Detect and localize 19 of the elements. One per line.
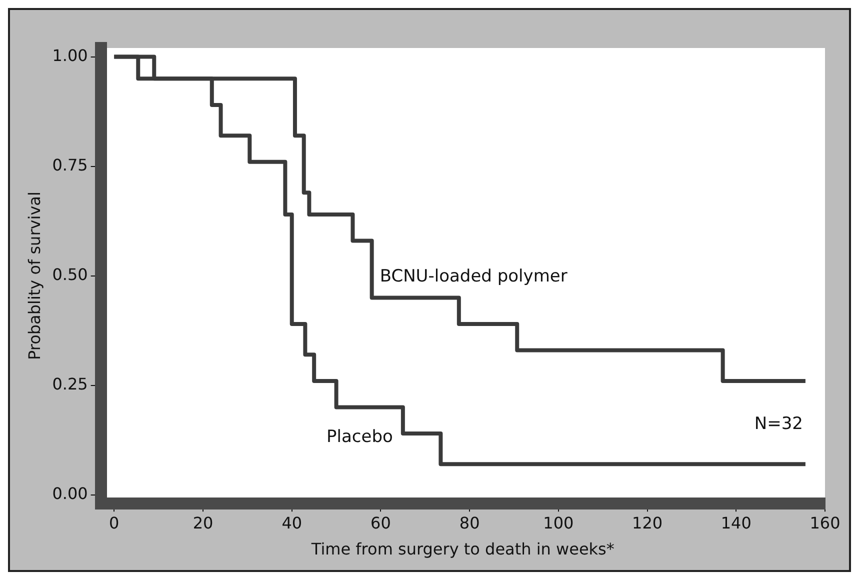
x-tick-label: 0: [109, 513, 120, 532]
x-tick-label: 80: [459, 513, 480, 532]
y-axis-title: Probablity of survival: [24, 192, 44, 360]
x-axis-title: Time from surgery to death in weeks*: [310, 540, 614, 559]
y-tick-label: 0.75: [52, 155, 88, 174]
x-tick-label: 40: [282, 513, 302, 532]
x-tick-label: 160: [810, 513, 840, 532]
x-tick-label: 60: [370, 513, 391, 532]
x-tick-label: 140: [720, 513, 752, 532]
y-tick-label: 0.00: [52, 484, 88, 503]
annotation: N=32: [754, 414, 803, 434]
series-label: BCNU-loaded polymer: [380, 266, 568, 287]
series-label: Placebo: [326, 426, 393, 447]
y-tick-label: 0.25: [52, 374, 88, 394]
y-tick-label: 0.50: [52, 264, 88, 284]
x-tick-label: 20: [192, 513, 214, 532]
x-tick-label: 100: [543, 513, 574, 532]
x-tick-label: 120: [632, 513, 663, 532]
y-tick-label: 1.00: [52, 46, 88, 65]
